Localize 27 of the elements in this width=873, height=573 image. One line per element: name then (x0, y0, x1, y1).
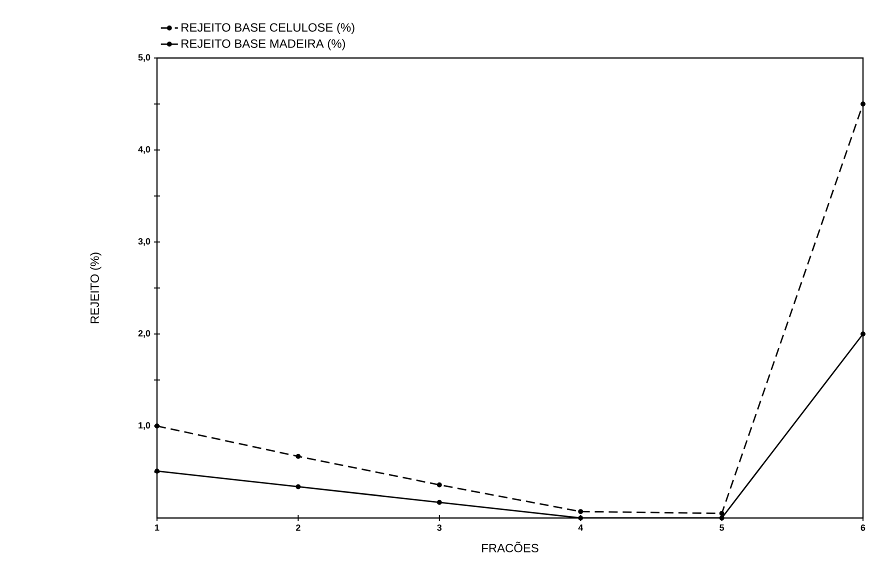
point (719, 510, 724, 516)
y-axis-title: REJEITO (%) (90, 252, 102, 324)
point (296, 484, 301, 490)
point (296, 454, 301, 459)
x-tick-label: 5 (720, 524, 724, 531)
y-tick-label: 4,0 (138, 146, 150, 154)
point (860, 332, 866, 336)
y-tick-label: 5,0 (138, 54, 150, 62)
x-tick-label: 4 (578, 524, 584, 531)
point (436, 500, 442, 505)
x-tick-label: 6 (860, 524, 866, 531)
x-tick-label: 3 (437, 524, 442, 531)
point (578, 516, 584, 520)
point (436, 482, 442, 488)
point (154, 468, 160, 474)
legend-label: REJEITO BASE CELULOSE (%) (182, 22, 354, 34)
point (719, 516, 724, 520)
point (860, 102, 866, 106)
y-tick-label: 2,0 (138, 330, 150, 338)
legend-label: REJEITO BASE MADEIRA (%) (182, 39, 346, 50)
y-tick-label: 3,0 (138, 238, 150, 246)
point (154, 424, 160, 428)
x-tick-label: 1 (155, 524, 160, 531)
x-tick-label: 2 (296, 524, 300, 531)
point (578, 509, 584, 514)
x-axis-title: FRACÕES (482, 542, 538, 552)
y-tick-label: 1,0 (138, 422, 150, 430)
